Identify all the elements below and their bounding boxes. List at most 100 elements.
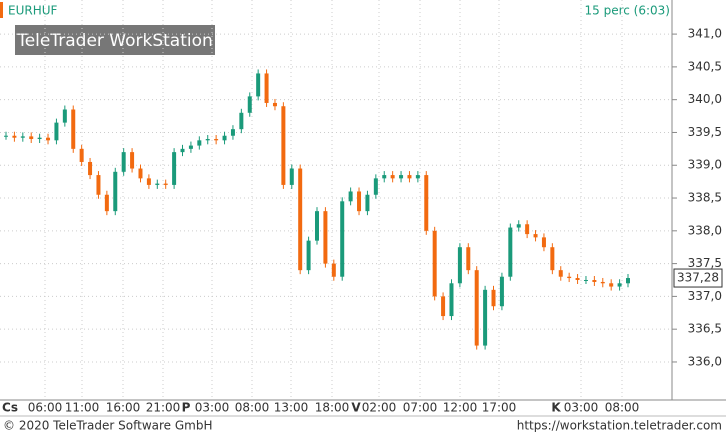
y-tick-label: 339,0 xyxy=(688,158,722,172)
candle xyxy=(508,227,513,277)
x-tick-label: Cs xyxy=(2,401,18,415)
candle xyxy=(432,230,437,297)
candle xyxy=(62,109,67,123)
candle xyxy=(399,175,404,179)
candle xyxy=(4,135,8,137)
candle xyxy=(88,161,93,176)
candle xyxy=(592,280,597,282)
x-tick-label: 17:00 xyxy=(482,401,517,415)
candle xyxy=(600,281,605,284)
candle xyxy=(457,247,462,284)
candle xyxy=(104,194,109,212)
x-tick-label: 03:00 xyxy=(564,401,599,415)
candle xyxy=(499,276,504,307)
y-tick-label: 337,5 xyxy=(688,256,722,270)
interval: 15 perc (6:03) xyxy=(585,4,670,18)
candle xyxy=(483,289,488,346)
x-tick-label: 11:00 xyxy=(65,401,100,415)
y-tick-label: 340,5 xyxy=(688,59,722,73)
candle xyxy=(617,283,622,287)
candle xyxy=(533,234,538,238)
candle xyxy=(466,247,471,271)
candle xyxy=(214,139,219,141)
x-tick-label: 08:00 xyxy=(235,401,270,415)
x-tick-label: 08:00 xyxy=(605,401,640,415)
candle xyxy=(46,137,51,141)
x-tick-label: 21:00 xyxy=(146,401,181,415)
y-tick-label: 338,5 xyxy=(688,191,722,205)
candle xyxy=(348,191,353,202)
candle xyxy=(239,112,244,130)
copyright: © 2020 TeleTrader Software GmbH xyxy=(3,419,213,433)
candle xyxy=(205,139,210,141)
candle xyxy=(583,280,588,281)
candle xyxy=(230,129,235,136)
x-tick-label: K xyxy=(551,401,561,415)
candle xyxy=(247,96,252,113)
y-tick-label: 339,5 xyxy=(688,125,722,139)
x-tick-label: P xyxy=(182,401,191,415)
candle xyxy=(113,171,118,212)
x-tick-label: 03:00 xyxy=(195,401,230,415)
candle xyxy=(315,211,319,241)
x-tick-label: V xyxy=(351,401,361,415)
last-price-box xyxy=(673,268,723,288)
x-tick-label: 12:00 xyxy=(443,401,478,415)
candle xyxy=(474,270,479,346)
candle xyxy=(163,183,168,185)
x-tick-label: 18:00 xyxy=(315,401,350,415)
candle xyxy=(256,73,261,97)
y-tick-label: 336,0 xyxy=(688,354,722,368)
candle xyxy=(626,278,630,284)
candle xyxy=(609,283,614,287)
candle xyxy=(415,175,420,179)
x-tick-label: 07:00 xyxy=(403,401,438,415)
candle xyxy=(79,148,84,162)
candle xyxy=(264,73,269,103)
candle xyxy=(272,102,277,107)
candle xyxy=(180,148,185,153)
y-tick-label: 336,5 xyxy=(688,322,722,336)
candle xyxy=(357,191,362,212)
candle xyxy=(331,263,336,277)
watermark-box xyxy=(15,25,215,55)
symbol: EURHUF xyxy=(8,4,58,18)
last-price-label: 337,28 xyxy=(677,271,719,285)
candle xyxy=(222,135,227,141)
y-tick-label: 337,0 xyxy=(688,289,722,303)
candle xyxy=(20,136,25,138)
candle xyxy=(130,152,135,169)
candle xyxy=(541,237,546,248)
candle xyxy=(29,136,34,140)
candle xyxy=(54,122,59,141)
candle xyxy=(146,178,151,185)
candle xyxy=(155,183,160,185)
symbol-marker xyxy=(0,2,3,18)
candle xyxy=(340,201,345,277)
candle xyxy=(37,137,42,140)
y-tick-label: 338,0 xyxy=(688,223,722,237)
candle xyxy=(365,194,370,212)
candle xyxy=(289,168,294,185)
x-tick-label: 06:00 xyxy=(28,401,63,415)
candle xyxy=(491,289,496,307)
candle xyxy=(382,175,387,179)
candle xyxy=(516,224,521,228)
candle xyxy=(298,168,303,271)
candle xyxy=(567,276,572,279)
candle xyxy=(373,178,378,195)
candle xyxy=(306,240,311,271)
candle xyxy=(12,135,17,138)
candle xyxy=(281,106,286,185)
candle xyxy=(172,152,177,185)
x-tick-label: 16:00 xyxy=(106,401,141,415)
candle xyxy=(96,175,101,195)
x-tick-label: 02:00 xyxy=(362,401,397,415)
candle xyxy=(424,175,429,231)
y-tick-label: 340,0 xyxy=(688,92,722,106)
candle xyxy=(71,109,76,149)
candle xyxy=(197,140,202,146)
candle xyxy=(575,278,580,280)
